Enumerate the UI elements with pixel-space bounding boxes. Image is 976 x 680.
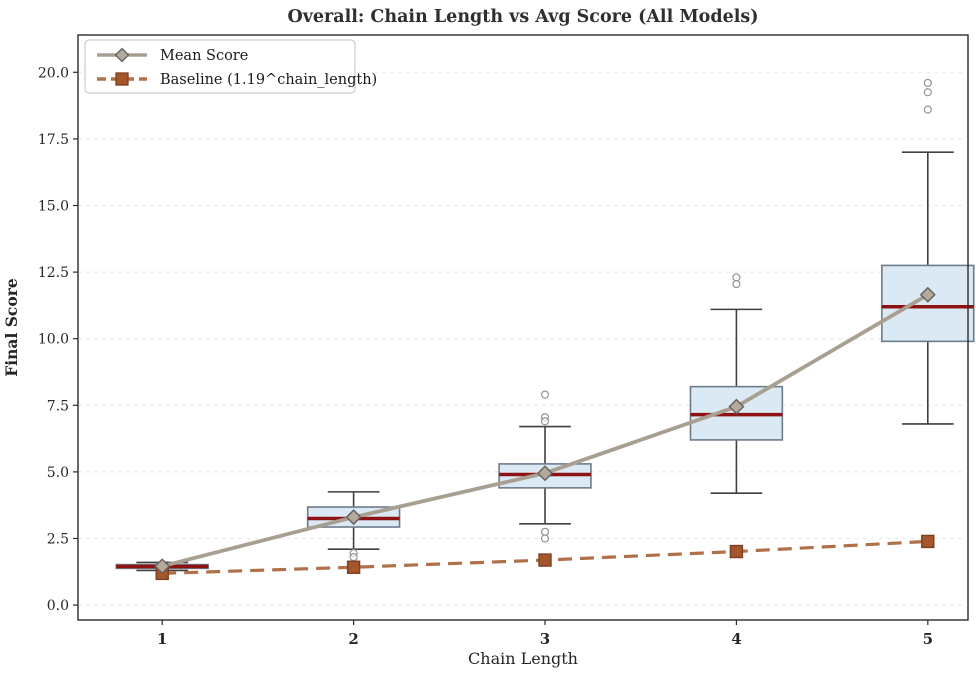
box-plot-chain-4 <box>689 273 784 494</box>
x-tick-label: 3 <box>540 630 550 648</box>
outlier-point <box>923 88 932 97</box>
mean-marker <box>919 286 936 303</box>
outlier-point <box>923 105 932 114</box>
outlier-point <box>540 534 550 543</box>
x-tick-label: 5 <box>923 630 933 648</box>
baseline-marker <box>729 544 744 559</box>
outlier-point <box>732 279 741 289</box>
y-tick-label: 20.0 <box>38 65 69 81</box>
y-axis-label: Final Score <box>2 278 21 377</box>
chart-title: Overall: Chain Length vs Avg Score (All … <box>287 7 758 27</box>
x-tick-label: 2 <box>348 630 358 648</box>
outlier-point <box>349 553 358 562</box>
baseline-marker <box>538 553 552 567</box>
gridlines <box>79 71 967 606</box>
baseline-marker <box>921 534 935 549</box>
y-tick-label: 5.0 <box>47 465 69 481</box>
x-tick-label: 1 <box>157 630 167 648</box>
mean-marker <box>154 558 171 575</box>
legend-label: Mean Score <box>160 48 248 64</box>
baseline-marker <box>346 560 361 574</box>
x-axis: 1 2 3 4 5 <box>157 620 933 648</box>
iqr-box <box>881 264 975 343</box>
mean-marker <box>728 398 745 415</box>
y-tick-label: 7.5 <box>47 398 69 414</box>
mean-marker <box>537 465 554 482</box>
legend-square-icon <box>115 72 129 86</box>
legend-diamond-icon <box>114 47 130 63</box>
mean-series <box>154 286 936 575</box>
outlier-point <box>540 390 550 399</box>
y-tick-label: 0.0 <box>47 598 69 614</box>
x-axis-label: Chain Length <box>468 649 578 668</box>
x-tick-label: 4 <box>731 630 741 648</box>
legend-label: Baseline (1.19^chain_length) <box>160 72 377 88</box>
outlier-point <box>732 273 741 282</box>
y-tick-label: 10.0 <box>38 332 69 348</box>
legend: Mean Score Baseline (1.19^chain_length) <box>84 39 377 94</box>
mean-marker <box>345 509 362 526</box>
y-tick-label: 2.5 <box>47 531 69 547</box>
y-tick-label: 15.0 <box>38 198 69 214</box>
legend-box <box>84 39 356 94</box>
outlier-point <box>540 417 550 426</box>
axes-spines <box>77 34 969 621</box>
outlier-point <box>540 527 550 536</box>
box-plot-chain-5 <box>881 78 975 425</box>
y-tick-label: 12.5 <box>38 265 69 281</box>
y-axis: 0.0 2.5 5.0 7.5 10.0 12.5 15.0 17.5 20.0 <box>38 65 78 614</box>
outlier-point <box>923 78 932 88</box>
y-tick-label: 17.5 <box>38 132 69 148</box>
